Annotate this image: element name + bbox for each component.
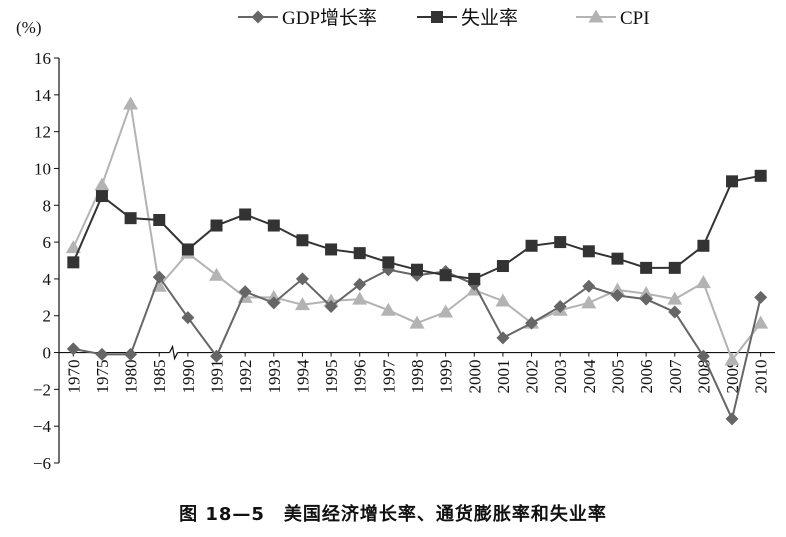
data-point xyxy=(67,256,79,268)
data-point xyxy=(497,260,509,272)
data-point xyxy=(95,348,108,361)
data-point xyxy=(239,208,251,220)
x-tick-label: 2003 xyxy=(551,360,570,394)
data-point xyxy=(440,269,452,281)
x-tick-label: 1999 xyxy=(437,360,456,394)
x-tick-label: 1994 xyxy=(293,359,312,394)
data-point xyxy=(726,412,739,425)
legend-item: 失业率 xyxy=(417,7,518,29)
legend-label: CPI xyxy=(620,8,650,29)
y-tick-label: −2 xyxy=(33,380,51,399)
data-point xyxy=(354,247,366,259)
x-tick-label: 2002 xyxy=(523,360,542,394)
x-tick-label: 1975 xyxy=(93,360,112,394)
data-point xyxy=(182,243,194,255)
x-tick-label: 2004 xyxy=(580,359,599,394)
y-tick-label: −4 xyxy=(33,417,52,436)
series-line xyxy=(73,176,760,279)
legend-marker xyxy=(252,11,265,24)
data-point xyxy=(468,273,480,285)
x-tick-label: 1980 xyxy=(122,360,141,394)
x-tick-label: 2010 xyxy=(752,360,771,394)
data-point xyxy=(726,175,738,187)
x-tick-label: 1997 xyxy=(379,359,398,394)
data-point xyxy=(382,256,394,268)
data-point xyxy=(296,234,308,246)
x-tick-label: 2006 xyxy=(637,360,656,394)
data-point xyxy=(268,220,280,232)
data-point xyxy=(754,291,767,304)
data-point xyxy=(211,220,223,232)
x-tick-label: 1993 xyxy=(265,360,284,394)
data-point xyxy=(581,295,596,308)
x-tick-label: 2001 xyxy=(494,360,513,394)
legend-label: GDP增长率 xyxy=(282,7,377,29)
x-tick-label: 1992 xyxy=(236,360,255,394)
data-point xyxy=(352,292,367,305)
y-tick-label: 12 xyxy=(34,123,51,142)
y-tick-label: 8 xyxy=(43,196,52,215)
y-tick-label: −6 xyxy=(33,454,51,473)
data-point xyxy=(755,170,767,182)
line-chart: GDP增长率 失业率 CPI (%) −6 −4 −2 0 2 4 6 8 10 12 14 16 197… xyxy=(0,0,786,490)
y-axis-ticks: −6 −4 −2 0 2 4 6 8 10 12 14 16 xyxy=(33,49,59,473)
data-point xyxy=(526,240,538,252)
y-tick-label: 4 xyxy=(43,270,52,289)
x-tick-label: 2007 xyxy=(666,359,685,394)
x-tick-label: 1996 xyxy=(351,360,370,394)
y-tick-label: 10 xyxy=(34,159,51,178)
axes xyxy=(59,58,775,463)
data-point xyxy=(209,268,224,281)
data-point xyxy=(411,264,423,276)
x-tick-label: 2000 xyxy=(465,360,484,394)
legend-marker xyxy=(431,11,443,23)
x-axis-ticks: 1970 1975 1980 1985 1990 1991 1992 1993 1994 1995… xyxy=(64,353,770,394)
y-tick-label: 2 xyxy=(43,307,52,326)
data-point xyxy=(583,245,595,257)
x-tick-label: 1990 xyxy=(179,360,198,394)
x-tick-label: 2005 xyxy=(608,360,627,394)
data-point xyxy=(496,331,509,344)
legend-item: GDP增长率 xyxy=(238,7,377,29)
data-point xyxy=(554,236,566,248)
data-point xyxy=(697,240,709,252)
y-tick-label: 6 xyxy=(43,233,52,252)
figure-caption: 图 18—5 美国经济增长率、通货膨胀率和失业率 xyxy=(0,500,786,526)
series-diamond xyxy=(67,263,767,425)
data-point xyxy=(668,306,681,319)
x-tick-label: 2008 xyxy=(694,360,713,394)
x-tick-label: 1970 xyxy=(64,360,83,394)
data-point xyxy=(124,348,137,361)
legend: GDP增长率 失业率 CPI xyxy=(238,7,650,29)
legend-label: 失业率 xyxy=(461,7,518,29)
legend-item: CPI xyxy=(576,8,650,29)
series-line xyxy=(73,270,760,419)
data-point xyxy=(696,275,711,288)
y-tick-label: 16 xyxy=(34,49,51,68)
x-tick-label: 1998 xyxy=(408,360,427,394)
data-point xyxy=(640,262,652,274)
data-point xyxy=(96,190,108,202)
x-tick-label: 1995 xyxy=(322,360,341,394)
data-point xyxy=(438,305,453,318)
data-point xyxy=(153,214,165,226)
data-point xyxy=(582,280,595,293)
data-point xyxy=(125,212,137,224)
data-point xyxy=(669,262,681,274)
data-point xyxy=(611,253,623,265)
data-point xyxy=(123,97,138,110)
data-point xyxy=(325,243,337,255)
y-tick-label: 0 xyxy=(43,344,52,363)
data-point xyxy=(94,178,109,191)
y-tick-label: 14 xyxy=(34,86,52,105)
data-point xyxy=(67,342,80,355)
y-axis-label: (%) xyxy=(16,18,41,37)
x-tick-label: 1991 xyxy=(208,360,227,394)
series-square xyxy=(67,170,766,285)
axis-break-mark xyxy=(170,347,178,359)
x-tick-label: 1985 xyxy=(150,360,169,394)
